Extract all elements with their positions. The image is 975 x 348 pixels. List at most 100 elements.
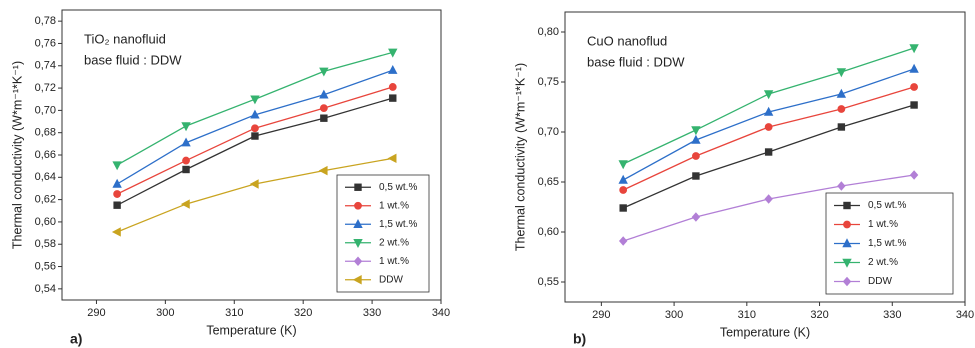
x-tick-label: 310	[225, 307, 243, 319]
legend: 0,5 wt.% 1 wt.% 1,5 wt.% 2 wt.% 1 wt.% DDW	[336, 174, 430, 293]
annotation: TiO₂ nanofluid	[84, 31, 166, 46]
marker	[113, 201, 121, 209]
marker	[909, 63, 919, 73]
y-tick-label: 0,55	[538, 276, 559, 288]
marker	[249, 179, 259, 189]
marker	[387, 153, 397, 164]
marker	[842, 276, 852, 287]
marker	[182, 156, 190, 165]
x-tick-label: 310	[738, 309, 756, 321]
y-tick-label: 0,66	[35, 149, 56, 161]
annotation: base fluid : DDW	[84, 52, 182, 67]
marker	[180, 199, 190, 209]
legend-box	[336, 174, 430, 293]
y-tick-label: 0,64	[35, 171, 56, 183]
marker	[843, 220, 851, 229]
marker	[842, 238, 852, 248]
y-tick-label: 0,54	[35, 283, 56, 295]
y-tick-label: 0,68	[35, 127, 56, 139]
marker	[619, 186, 628, 194]
marker	[354, 201, 362, 210]
marker	[352, 275, 362, 285]
series-line	[622, 86, 915, 191]
x-tick-label: 340	[956, 309, 974, 321]
marker	[251, 132, 259, 140]
marker	[764, 148, 773, 156]
marker	[837, 181, 846, 191]
marker	[319, 104, 328, 113]
marker	[318, 165, 328, 176]
marker	[764, 123, 773, 131]
marker	[353, 239, 363, 248]
marker	[618, 174, 628, 184]
plot-frame	[564, 11, 966, 303]
marker	[250, 109, 260, 119]
marker	[836, 68, 847, 78]
legend-label: 0,5 wt.%	[868, 200, 906, 211]
x-tick-label: 290	[87, 307, 105, 319]
marker	[112, 178, 122, 188]
x-tick-label: 320	[294, 307, 312, 319]
x-tick-label: 300	[156, 307, 174, 319]
panel-label: a)	[70, 331, 82, 347]
y-axis-title: Thermal conductivity (W*m⁻¹*K⁻¹)	[513, 63, 527, 251]
y-tick-label: 0,60	[538, 226, 559, 238]
y-tick-label: 0,70	[35, 104, 56, 116]
series-line	[116, 51, 393, 166]
x-tick-label: 290	[592, 309, 610, 321]
y-tick-label: 0,65	[538, 176, 559, 188]
y-tick-label: 0,56	[35, 260, 56, 272]
marker	[182, 165, 190, 174]
marker	[319, 89, 329, 99]
legend-label: 2 wt.%	[379, 237, 409, 248]
legend-label: 1 wt.%	[868, 219, 898, 230]
marker	[692, 152, 700, 160]
marker	[843, 201, 851, 210]
marker	[388, 65, 398, 74]
y-tick-label: 0,58	[35, 238, 56, 250]
y-tick-label: 0,72	[35, 82, 56, 94]
marker	[691, 134, 701, 144]
marker	[354, 183, 362, 191]
y-axis-title: Thermal conductivity (W*m⁻¹*K⁻¹)	[10, 61, 24, 249]
legend-label: 1,5 wt.%	[379, 219, 417, 230]
marker	[837, 105, 846, 113]
annotation: base fluid : DDW	[587, 54, 685, 69]
marker	[763, 106, 774, 116]
x-tick-label: 300	[665, 309, 683, 321]
marker	[319, 67, 329, 77]
y-tick-label: 0,60	[35, 216, 56, 228]
marker	[181, 122, 191, 132]
y-tick-label: 0,76	[35, 37, 56, 49]
legend-label: 1 wt.%	[379, 256, 409, 267]
x-tick-label: 330	[883, 309, 901, 321]
marker	[181, 137, 191, 147]
x-tick-label: 330	[363, 307, 381, 319]
marker	[250, 95, 260, 105]
marker	[764, 194, 773, 204]
y-tick-label: 0,78	[35, 15, 56, 27]
annotation: CuO nanoflud	[587, 33, 667, 48]
marker	[692, 172, 700, 180]
y-tick-label: 0,74	[35, 60, 56, 72]
marker	[836, 88, 847, 98]
marker	[837, 123, 846, 131]
x-tick-label: 320	[810, 309, 828, 321]
marker	[910, 83, 918, 91]
marker	[251, 124, 259, 133]
y-tick-label: 0,62	[35, 194, 56, 206]
x-axis-title: Temperature (K)	[206, 323, 296, 337]
marker	[763, 90, 774, 100]
marker	[910, 101, 918, 109]
x-axis-title: Temperature (K)	[720, 325, 810, 339]
marker	[353, 219, 363, 228]
marker	[388, 83, 397, 91]
marker	[842, 258, 852, 268]
marker	[909, 170, 919, 180]
marker	[112, 161, 122, 171]
marker	[691, 212, 701, 222]
marker	[113, 190, 122, 198]
y-tick-label: 0,70	[538, 126, 559, 138]
legend-label: DDW	[868, 276, 892, 287]
y-tick-label: 0,75	[538, 76, 559, 88]
